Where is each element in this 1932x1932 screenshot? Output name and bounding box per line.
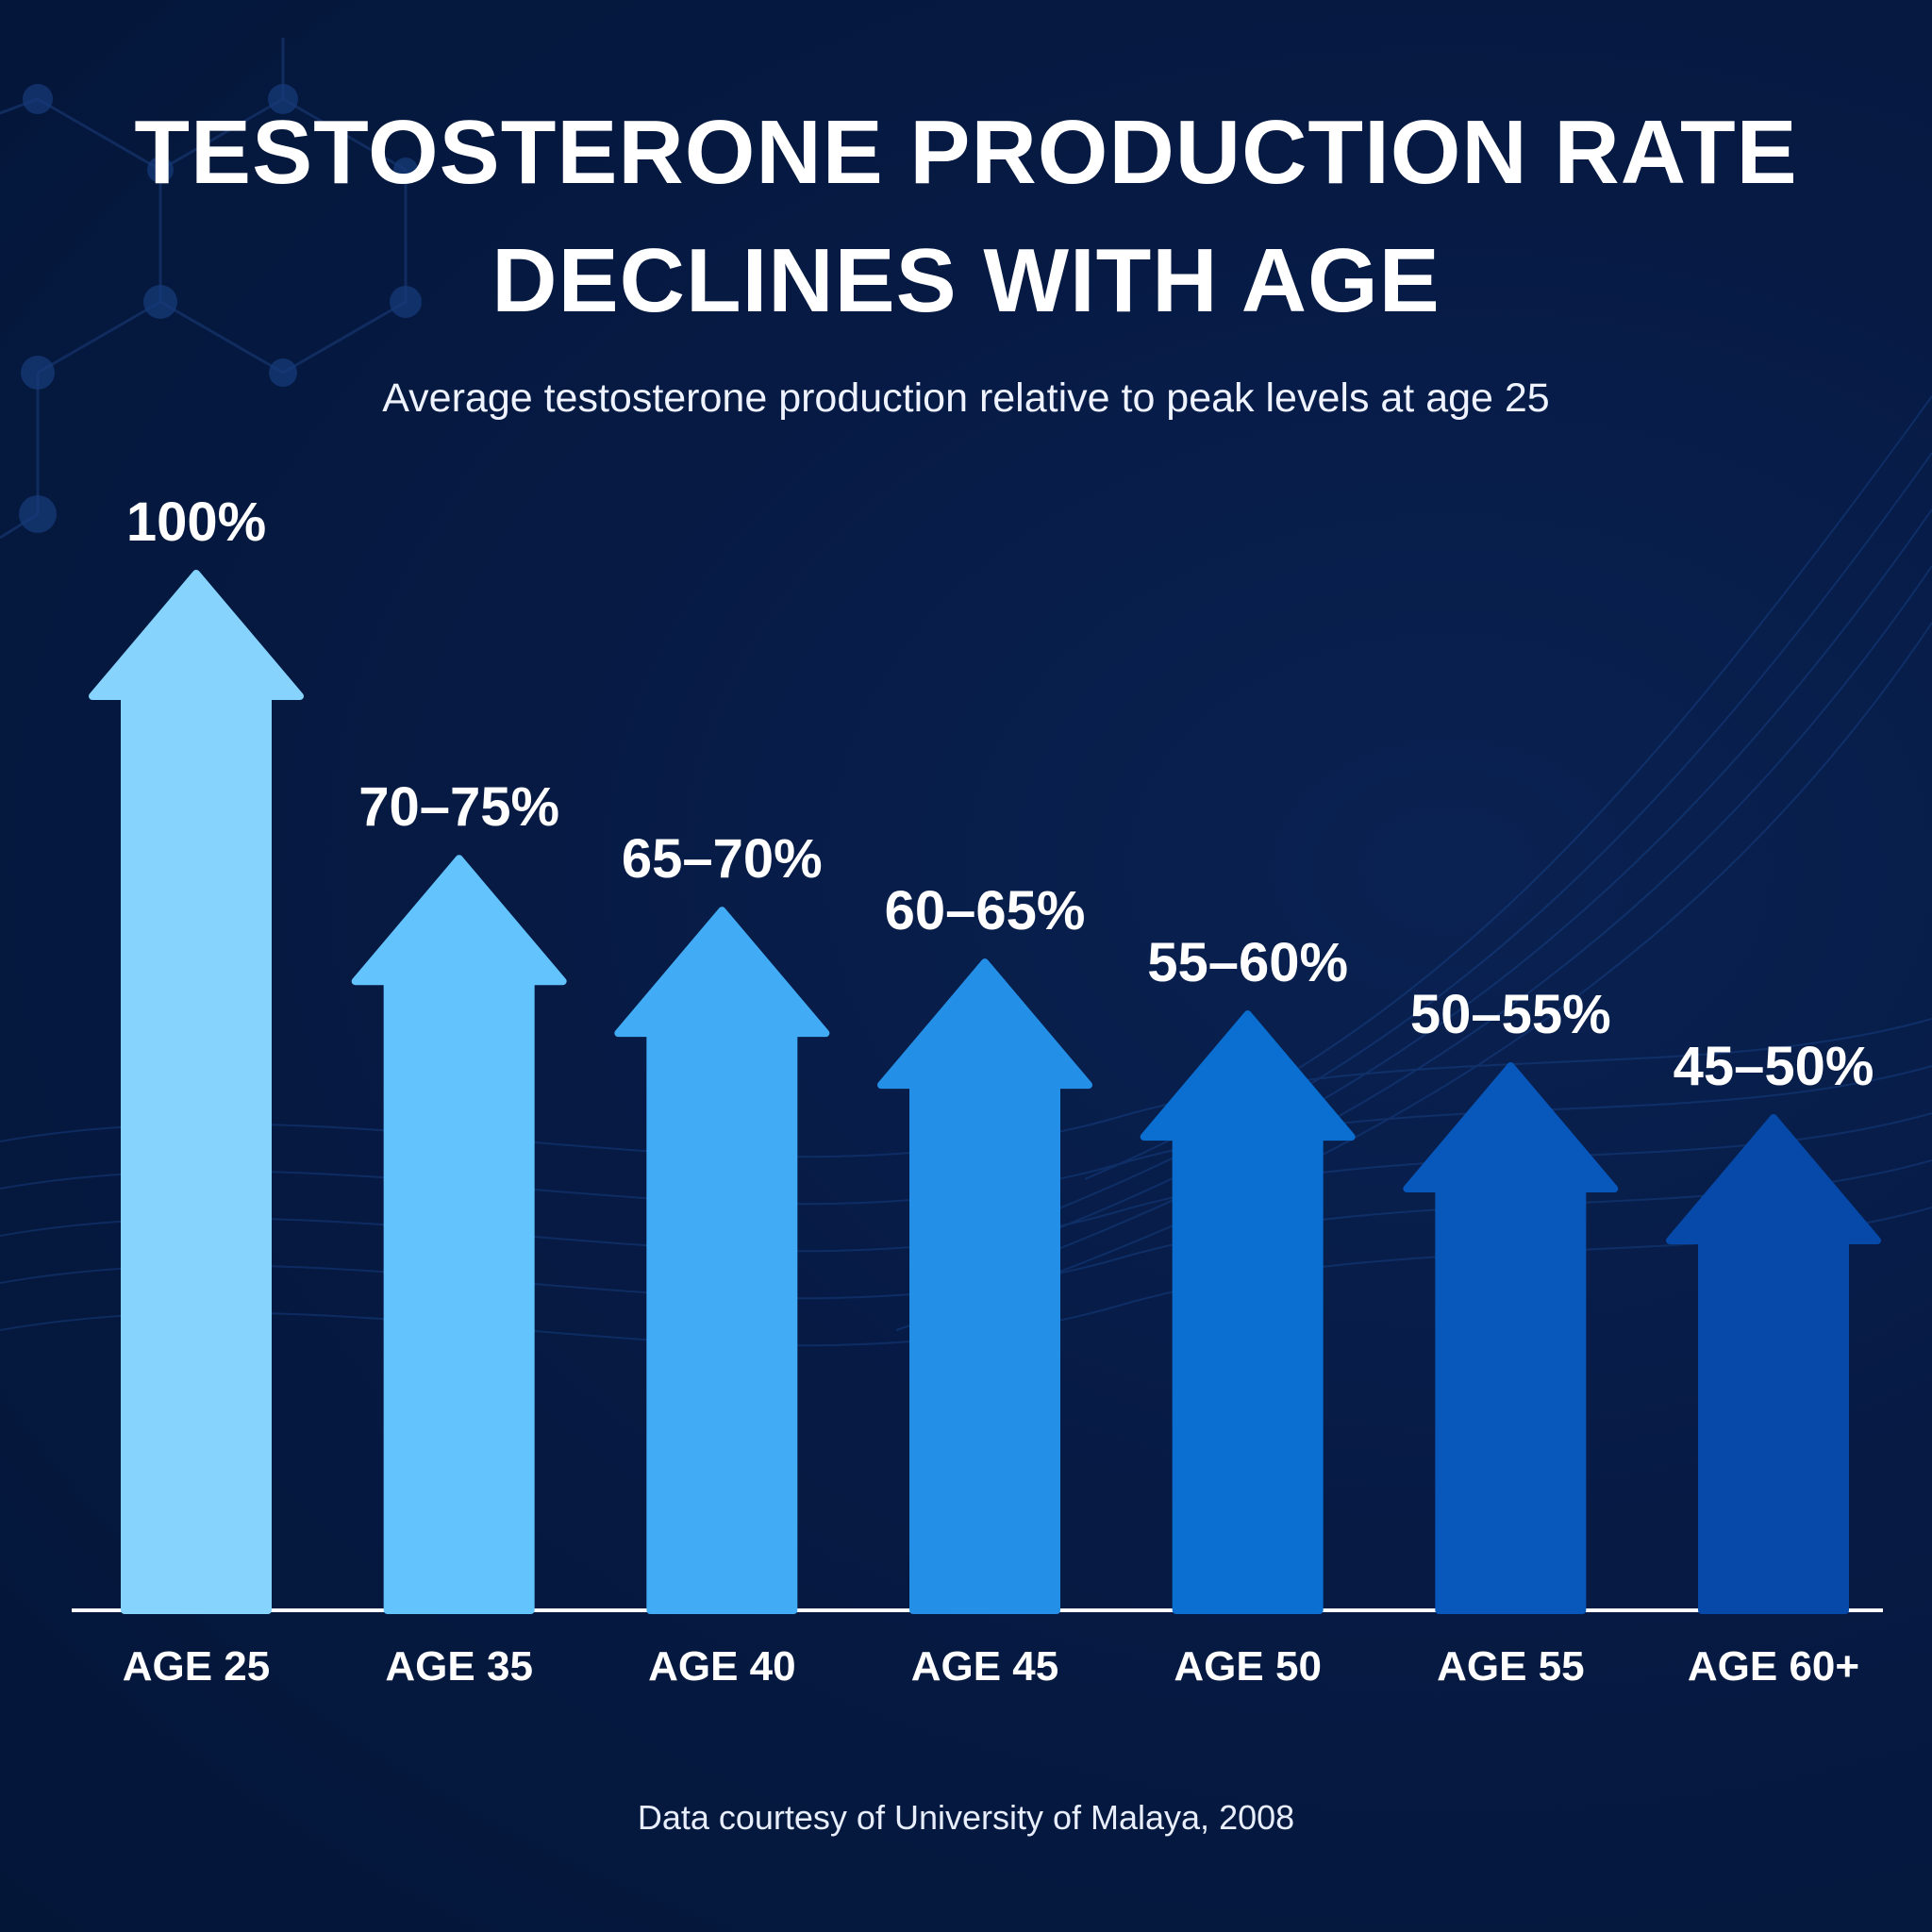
chart-title-line-2: DECLINES WITH AGE [491,230,1441,331]
source-footer: Data courtesy of University of Malaya, 2… [637,1798,1295,1837]
molecule-nodes [19,84,422,533]
category-label-4: AGE 45 [911,1643,1059,1690]
arrow-bar-5 [1140,1010,1356,1614]
arrow-bar-1 [89,570,304,1614]
data-label-3: 65–70% [622,828,823,890]
data-label-6: 50–55% [1410,984,1611,1045]
category-label-5: AGE 50 [1174,1643,1322,1690]
category-label-1: AGE 25 [123,1643,271,1690]
arrow-bar-2 [351,855,567,1614]
data-label-2: 70–75% [358,776,559,838]
category-label-6: AGE 55 [1437,1643,1585,1690]
category-label-3: AGE 40 [648,1643,796,1690]
arrow-bar-7 [1666,1113,1881,1614]
arrow-bar-3 [614,907,830,1614]
arrow-bar-4 [877,958,1092,1614]
arrow-bar-6 [1403,1062,1619,1614]
chart-title-line-1: TESTOSTERONE PRODUCTION RATE [134,102,1798,203]
category-label-7: AGE 60+ [1688,1643,1859,1690]
data-label-1: 100% [126,491,266,553]
data-label-7: 45–50% [1674,1036,1874,1097]
category-label-2: AGE 35 [385,1643,533,1690]
data-label-4: 60–65% [885,880,1086,941]
data-label-5: 55–60% [1147,932,1348,993]
chart-subtitle: Average testosterone production relative… [382,375,1550,421]
